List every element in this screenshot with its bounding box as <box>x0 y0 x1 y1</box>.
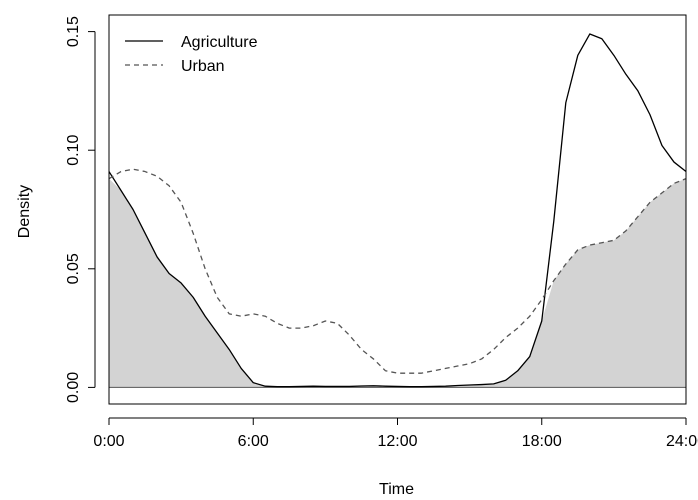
x-tick-label: 24:00 <box>666 433 698 450</box>
y-axis: 0.00 0.05 0.10 0.15 <box>65 16 96 403</box>
legend: Agriculture Urban <box>125 34 258 75</box>
overlap-fill-layer <box>109 178 686 388</box>
x-tick-label: 12:00 <box>377 433 417 450</box>
overlap-area <box>109 178 686 388</box>
x-tick-label: 6:00 <box>238 433 269 450</box>
y-tick-label: 0.15 <box>65 16 82 47</box>
x-axis: 0:00 6:00 12:00 18:00 24:00 <box>93 417 698 450</box>
y-tick-label: 0.00 <box>65 372 82 403</box>
y-tick-label: 0.05 <box>65 253 82 284</box>
series-layer <box>108 33 687 388</box>
legend-label-agriculture: Agriculture <box>181 34 258 51</box>
series-line-agriculture <box>108 33 687 388</box>
y-tick-label: 0.10 <box>65 135 82 166</box>
x-axis-title: Time <box>379 481 414 498</box>
x-tick-label: 0:00 <box>93 433 124 450</box>
series-line-urban <box>108 168 687 374</box>
plot-frame <box>108 14 687 405</box>
x-tick-label: 18:00 <box>522 433 562 450</box>
legend-label-urban: Urban <box>181 58 225 75</box>
y-axis-title: Density <box>16 185 33 238</box>
